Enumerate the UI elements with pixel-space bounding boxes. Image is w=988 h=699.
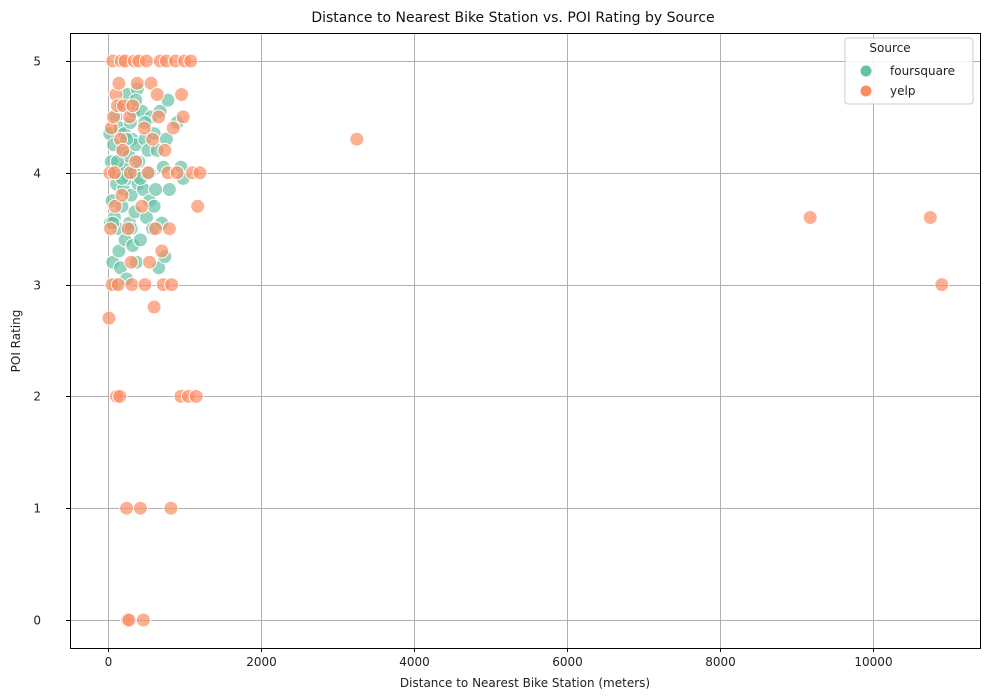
legend-label-foursquare: foursquare [890,64,955,78]
legend-box [844,37,974,105]
yelp-point [190,198,206,214]
yelp-point [802,210,818,225]
yelp-point [137,277,153,293]
yelp-point [145,131,161,147]
yelp-point [188,388,204,404]
y-tick-label: 5 [33,55,41,69]
yelp-point [142,254,157,270]
yelp-point [148,221,164,237]
yelp-point [136,120,152,136]
yelp-point [349,131,365,147]
yelp-point [103,221,118,237]
yelp-point [157,142,173,158]
yelp-point [934,277,950,293]
yelp-point [132,500,148,516]
yelp-point [164,277,180,293]
yelp-point [112,388,128,404]
yelp-point [149,87,165,102]
x-tick-label: 2000 [246,655,277,669]
x-tick-label: 10000 [854,655,892,669]
yelp-point [123,254,139,270]
y-tick-label: 2 [33,390,41,404]
yelp-point [174,87,190,102]
legend-title: Source [869,41,910,55]
yelp-point [106,165,122,181]
yelp-point [140,165,156,181]
yelp-point [139,53,154,69]
y-axis-label: POI Rating [9,310,23,373]
y-ticks: 0 1 2 3 4 5 [33,55,70,628]
yelp-point [183,53,199,69]
series-yelp [101,53,950,628]
y-tick-label: 0 [33,614,41,628]
y-tick-label: 3 [33,279,41,293]
yelp-point [165,120,181,136]
yelp-point [124,277,140,293]
foursquare-point [148,182,164,197]
yelp-point [120,221,136,237]
y-tick-label: 4 [33,167,41,181]
yelp-point [175,109,191,125]
yelp-point [107,198,123,214]
legend-label-yelp: yelp [890,84,915,98]
yelp-point [169,165,185,181]
yelp-point [125,98,141,114]
yelp-point [121,612,137,628]
x-tick-label: 8000 [705,655,736,669]
foursquare-point [161,182,177,197]
yelp-point [110,277,126,293]
yelp-point [163,500,179,516]
yelp-point [922,210,938,225]
yelp-point [128,154,144,170]
yelp-point [192,165,208,181]
yelp-point [114,187,130,203]
legend: Source foursquare yelp [844,37,974,105]
chart-title: Distance to Nearest Bike Station vs. POI… [311,10,714,26]
x-tick-label: 6000 [552,655,583,669]
yelp-point [119,500,135,516]
yelp-point [111,75,127,91]
yelp-point [154,243,170,259]
yelp-point [101,310,117,326]
yelp-point [146,299,162,315]
foursquare-point [132,232,148,248]
yelp-point [134,198,150,214]
yelp-point [161,221,177,237]
legend-marker-foursquare [860,65,872,77]
x-ticks: 0 2000 4000 6000 8000 10000 [105,648,893,669]
yelp-point [129,75,145,91]
data-points [101,53,950,628]
grid [70,33,980,648]
yelp-point [135,612,151,628]
plot-frame [70,33,981,649]
yelp-point [151,109,167,125]
x-tick-label: 0 [105,655,113,669]
y-tick-label: 1 [33,502,41,516]
legend-marker-yelp [860,85,872,97]
x-tick-label: 4000 [399,655,430,669]
x-axis-label: Distance to Nearest Bike Station (meters… [400,676,650,690]
yelp-point [115,142,131,158]
